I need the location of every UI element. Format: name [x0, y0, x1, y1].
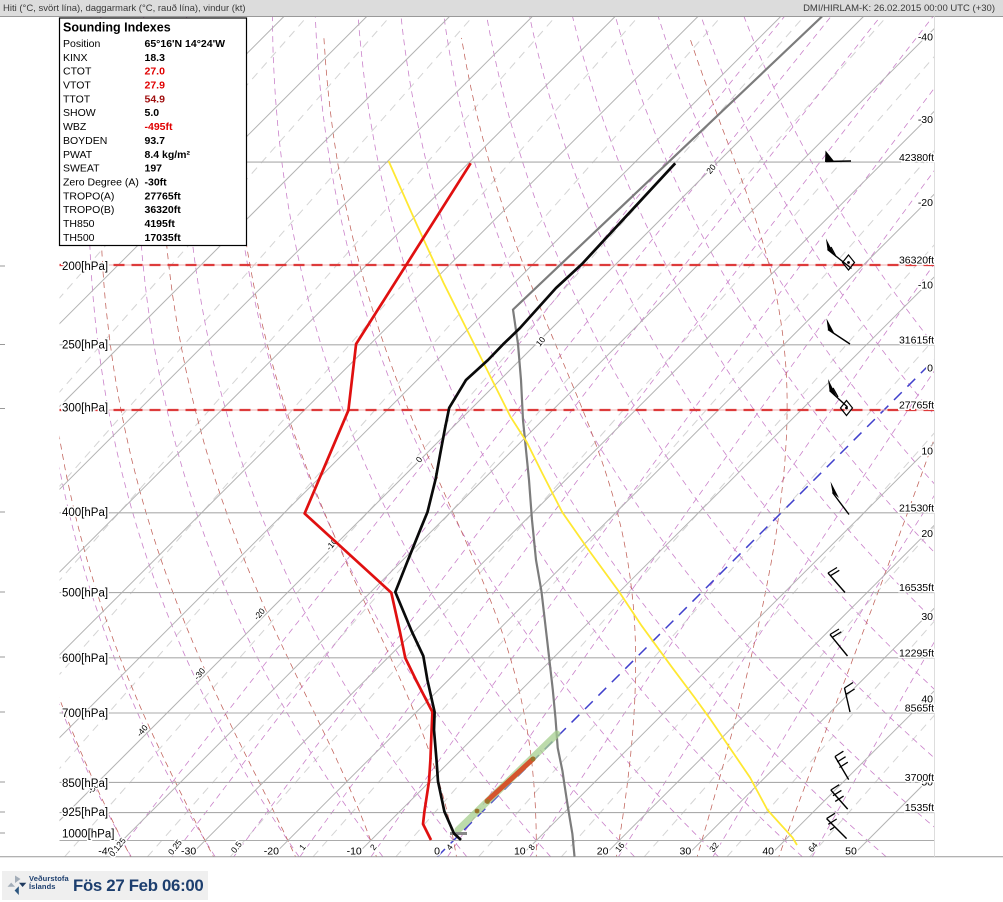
svg-text:SWEAT: SWEAT [63, 163, 100, 175]
svg-text:27765ft: 27765ft [145, 190, 182, 202]
svg-text:925[hPa]: 925[hPa] [62, 807, 108, 819]
svg-text:30: 30 [921, 611, 933, 623]
svg-text:200[hPa]: 200[hPa] [62, 261, 108, 273]
svg-text:54.9: 54.9 [145, 93, 166, 105]
svg-text:850[hPa]: 850[hPa] [62, 778, 108, 790]
svg-text:31615ft: 31615ft [899, 334, 934, 346]
svg-text:KINX: KINX [63, 52, 88, 64]
svg-text:-495ft: -495ft [145, 121, 174, 133]
svg-text:18.3: 18.3 [145, 52, 166, 64]
svg-text:-30: -30 [918, 114, 933, 126]
svg-text:SHOW: SHOW [63, 107, 96, 119]
svg-text:-20: -20 [918, 197, 933, 209]
svg-text:20: 20 [597, 846, 609, 858]
svg-text:600[hPa]: 600[hPa] [62, 653, 108, 665]
svg-text:700[hPa]: 700[hPa] [62, 708, 108, 720]
svg-text:93.7: 93.7 [145, 135, 166, 147]
svg-text:3700ft: 3700ft [905, 772, 934, 784]
svg-text:8.4 kg/m²: 8.4 kg/m² [145, 149, 191, 161]
svg-text:PWAT: PWAT [63, 149, 93, 161]
svg-text:27765ft: 27765ft [899, 400, 934, 412]
svg-text:500[hPa]: 500[hPa] [62, 588, 108, 600]
svg-text:-20: -20 [264, 846, 279, 858]
svg-text:VTOT: VTOT [63, 80, 91, 92]
svg-text:TROPO(B): TROPO(B) [63, 204, 114, 216]
svg-text:TH850: TH850 [63, 218, 95, 230]
svg-text:BOYDEN: BOYDEN [63, 135, 107, 147]
svg-text:TH500: TH500 [63, 232, 95, 244]
svg-text:42380ft: 42380ft [899, 152, 934, 164]
svg-text:40: 40 [762, 846, 774, 858]
svg-text:1535ft: 1535ft [905, 802, 934, 814]
svg-text:20: 20 [921, 528, 933, 540]
svg-text:12295ft: 12295ft [899, 647, 934, 659]
svg-text:250[hPa]: 250[hPa] [62, 340, 108, 352]
svg-text:10: 10 [921, 445, 933, 457]
svg-text:65°16'N 14°24'W: 65°16'N 14°24'W [145, 38, 226, 50]
svg-text:50: 50 [921, 777, 933, 789]
svg-text:WBZ: WBZ [63, 121, 87, 133]
svg-text:16535ft: 16535ft [899, 582, 934, 594]
svg-text:30: 30 [680, 846, 692, 858]
svg-text:36320ft: 36320ft [145, 204, 182, 216]
svg-text:CTOT: CTOT [63, 66, 92, 78]
svg-text:TROPO(A): TROPO(A) [63, 190, 114, 202]
svg-text:-10: -10 [347, 846, 362, 858]
svg-text:0: 0 [434, 846, 440, 858]
svg-text:27.9: 27.9 [145, 80, 166, 92]
svg-text:8565ft: 8565ft [905, 703, 934, 715]
svg-text:Sounding Indexes: Sounding Indexes [63, 21, 171, 35]
svg-text:21530ft: 21530ft [899, 502, 934, 514]
svg-text:50: 50 [845, 846, 857, 858]
svg-text:40: 40 [921, 694, 933, 706]
svg-text:27.0: 27.0 [145, 66, 166, 78]
svg-text:300[hPa]: 300[hPa] [62, 402, 108, 414]
svg-text:1000[hPa]: 1000[hPa] [62, 828, 114, 840]
svg-text:5.0: 5.0 [145, 107, 160, 119]
svg-text:17035ft: 17035ft [145, 232, 182, 244]
svg-text:-30ft: -30ft [145, 177, 168, 189]
svg-text:Position: Position [63, 38, 101, 50]
svg-text:-40: -40 [918, 31, 933, 43]
svg-text:10: 10 [514, 846, 526, 858]
svg-text:Zero Degree (A): Zero Degree (A) [63, 177, 139, 189]
svg-text:400[hPa]: 400[hPa] [62, 507, 108, 519]
svg-text:0: 0 [927, 363, 933, 375]
svg-text:TTOT: TTOT [63, 93, 91, 105]
svg-text:4195ft: 4195ft [145, 218, 176, 230]
svg-text:36320ft: 36320ft [899, 255, 934, 267]
svg-text:-10: -10 [918, 280, 933, 292]
svg-text:-40: -40 [98, 846, 113, 858]
svg-text:197: 197 [145, 163, 163, 175]
svg-text:-30: -30 [181, 846, 196, 858]
